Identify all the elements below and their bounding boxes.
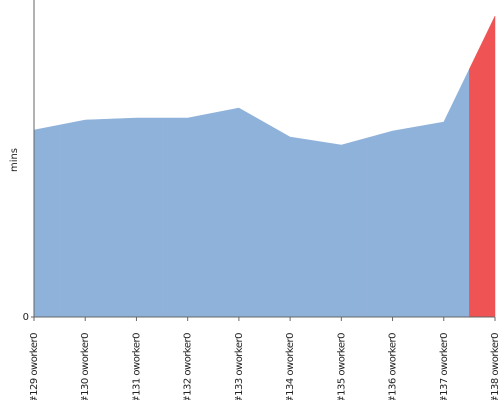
area-segment [469, 15, 496, 318]
y-axis-label: mins [9, 148, 20, 172]
x-tick-label: #132 oworker0 [183, 333, 194, 400]
area-segment [366, 126, 419, 318]
x-tick-label: #134 oworker0 [285, 333, 296, 400]
x-tick-label: #138 oworker0 [490, 333, 500, 400]
area-segment [33, 124, 60, 318]
x-tick-label: #131 oworker0 [131, 333, 142, 400]
x-tick-label: #136 oworker0 [388, 333, 399, 400]
area-segment [110, 117, 163, 318]
x-tick-label: #133 oworker0 [234, 333, 245, 400]
x-tick-label: #137 oworker0 [439, 333, 450, 400]
x-tick-label: #130 oworker0 [80, 333, 91, 400]
x-tick-label: #129 oworker0 [29, 333, 40, 400]
area-segment [417, 68, 470, 318]
x-tick-label: #135 oworker0 [336, 333, 347, 400]
area-segment [315, 137, 368, 318]
area-segment [264, 122, 316, 318]
area-segment [213, 107, 265, 318]
y-tick-label: 0 [23, 312, 29, 323]
area-segment [161, 112, 214, 318]
area-segment [59, 118, 112, 318]
